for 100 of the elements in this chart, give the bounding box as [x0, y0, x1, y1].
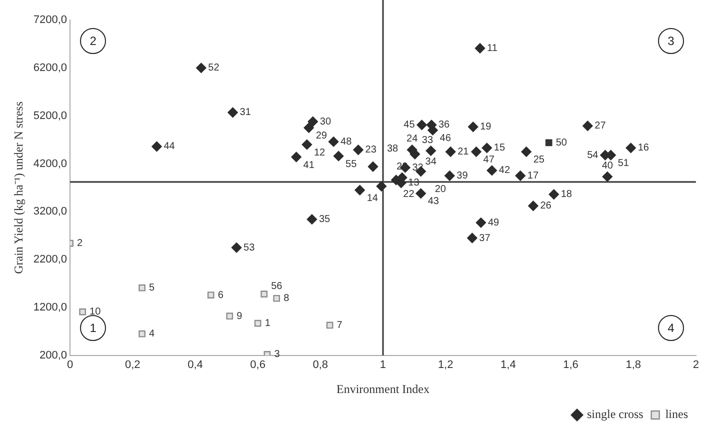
point: [468, 122, 478, 132]
annotation: 40: [602, 160, 614, 172]
annotation: 27: [594, 120, 606, 132]
annotation: 46: [440, 132, 452, 144]
x-tick-label: 1,4: [500, 359, 516, 372]
point: [486, 165, 497, 176]
x-tick-label: 1,8: [626, 359, 641, 372]
annotation: 14: [366, 192, 378, 204]
y-tick-label: 200,0: [40, 349, 68, 362]
x-tick-label: 1,6: [563, 359, 578, 372]
annotation: 37: [479, 232, 491, 244]
annotation: 3: [658, 28, 684, 54]
point: [521, 146, 532, 157]
annotation: 33: [422, 134, 434, 146]
x-tick-label: 0,4: [188, 359, 203, 372]
annotation: 1: [264, 318, 271, 330]
point: [548, 189, 559, 200]
annotation: 45: [404, 120, 416, 131]
x-tick-label: 0,8: [312, 359, 328, 372]
annotation: 16: [638, 142, 650, 154]
annotation: 22: [403, 188, 415, 200]
annotation: 11: [487, 43, 498, 54]
annotation: 5: [149, 282, 156, 294]
point: [626, 142, 636, 154]
point: [152, 141, 162, 152]
point: [228, 107, 238, 118]
annotation: 23: [365, 144, 377, 156]
point: [426, 146, 436, 156]
point: [416, 120, 427, 130]
annotation: 17: [527, 170, 539, 182]
annotation: 21: [458, 146, 470, 158]
annotation: 49: [488, 217, 500, 228]
x-tick-label: 1: [380, 359, 386, 372]
x-tick-label: 1,2: [438, 359, 454, 372]
point: [368, 162, 378, 172]
annotation: 15: [494, 142, 506, 154]
point: [291, 152, 302, 162]
point: [308, 116, 318, 127]
point: [254, 320, 262, 327]
annotation: 8: [284, 293, 290, 304]
annotation: 3: [274, 349, 280, 360]
annotation: 54: [587, 150, 599, 161]
point: [528, 200, 538, 212]
y-axis-title: Grain Yield (kg ha⁻¹) under N stress: [11, 101, 26, 274]
point: [471, 146, 482, 157]
annotation: 7: [336, 320, 343, 331]
annotation: 38: [386, 143, 399, 154]
y-tick-label: 6200,0: [33, 62, 68, 74]
point: [138, 330, 146, 338]
annotation: 48: [340, 136, 352, 148]
y-tick-label: 4200,0: [33, 158, 68, 170]
y-tick-label: 3200,0: [33, 206, 68, 218]
point: [474, 43, 486, 54]
point: [333, 150, 344, 162]
annotation: 34: [425, 156, 437, 168]
annotation: 39: [456, 170, 468, 182]
annotation: 35: [318, 214, 331, 226]
legend-label: single cross: [587, 407, 644, 422]
annotation: 24: [406, 134, 418, 145]
annotation: 26: [540, 200, 552, 212]
annotation: 47: [483, 154, 495, 166]
point: [515, 170, 526, 181]
annotation: 36: [438, 120, 450, 131]
annotation: 6: [218, 290, 224, 301]
y-tick-label: 2200,0: [33, 254, 68, 266]
annotation: 1: [90, 321, 96, 336]
annotation: 29: [316, 130, 328, 142]
point: [445, 146, 456, 157]
annotation: 2: [80, 28, 106, 54]
annotation: 12: [314, 147, 326, 158]
point: [196, 62, 206, 74]
annotation: 9: [236, 310, 243, 322]
point: [476, 218, 486, 228]
point: [306, 214, 318, 224]
x-tick-label: 2: [692, 359, 700, 372]
annotation: 51: [618, 158, 630, 169]
annotation: 20: [434, 184, 446, 196]
y-tick-label: 1200,0: [33, 302, 68, 314]
point: [467, 232, 478, 244]
annotation: 44: [164, 141, 176, 152]
annotation: 56: [271, 280, 283, 292]
annotation: 10: [90, 306, 102, 318]
annotation: 42: [498, 165, 510, 176]
annotation: 31: [240, 107, 252, 118]
x-tick-label: 0: [66, 359, 74, 372]
y-tick-label: 5200,0: [33, 110, 68, 122]
legend-label: lines: [665, 407, 688, 422]
annotation: 30: [320, 116, 332, 128]
point: [376, 181, 387, 192]
annotation: 4: [149, 328, 156, 340]
point: [416, 188, 426, 199]
point: [582, 120, 593, 131]
point: [354, 184, 365, 196]
point: [207, 292, 214, 298]
point: [273, 294, 280, 302]
annotation: 52: [208, 62, 220, 74]
point: [326, 322, 334, 329]
annotation: 53: [244, 242, 256, 254]
annotation: 50: [556, 137, 568, 148]
point: [353, 144, 364, 155]
